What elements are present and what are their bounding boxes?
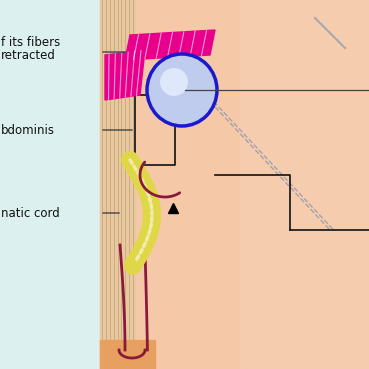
Polygon shape [105,50,145,100]
Polygon shape [125,30,215,60]
Bar [240,0,369,369]
Ellipse shape [147,54,217,126]
Text: bdominis: bdominis [1,124,55,137]
Text: natic cord: natic cord [1,207,60,220]
Bar [100,340,155,369]
Text: retracted: retracted [1,48,56,62]
Text: f its fibers: f its fibers [1,35,60,48]
Bar [100,0,369,369]
Bar [0,0,100,369]
Bar [100,0,135,369]
Ellipse shape [160,68,188,96]
